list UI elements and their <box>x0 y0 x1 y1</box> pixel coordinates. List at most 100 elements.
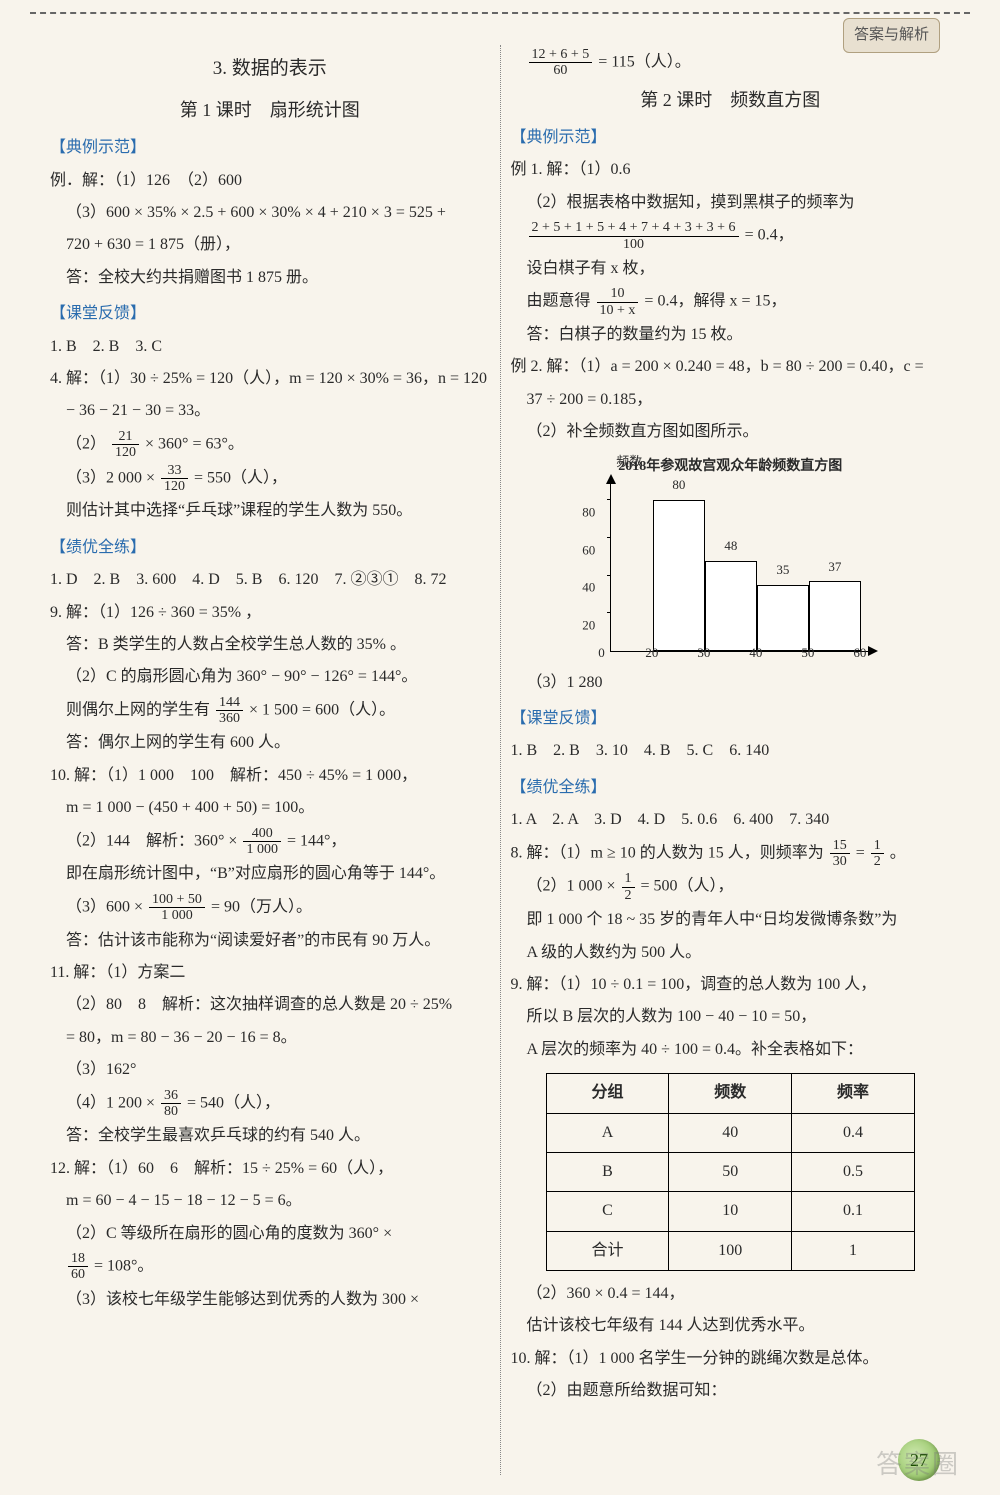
right-ex1-2a: （2）根据表格中数据知，摸到黑棋子的频率为 <box>511 188 951 218</box>
left-q12-3: （3）该校七年级学生能够达到优秀的人数为 300 × <box>50 1285 490 1315</box>
table-cell: A <box>546 1113 669 1152</box>
ytick: 80 <box>582 500 595 525</box>
table-header: 频数 <box>669 1074 792 1113</box>
right-q9-2b: 估计该校七年级有 144 人达到优秀水平。 <box>511 1311 951 1341</box>
table-row: C100.1 <box>546 1192 914 1231</box>
right-ex1-2frac: 2 + 5 + 1 + 5 + 4 + 7 + 4 + 3 + 3 + 6100… <box>511 220 951 252</box>
left-ex-l1: 例．解：（1）126 （2）600 <box>50 166 490 196</box>
left-q4-2: （2） 21120 × 360° = 63°。 <box>50 429 490 461</box>
right-qa: 1. A 2. A 3. D 4. D 5. 0.6 6. 400 7. 340 <box>511 805 951 835</box>
xtick: 40 <box>749 641 762 666</box>
right-ex2-1: 例 2. 解：（1）a = 200 × 0.240 = 48，b = 80 ÷ … <box>511 352 951 382</box>
table-cell: B <box>546 1152 669 1191</box>
left-q4-4: 则估计其中选择“乒乓球”课程的学生人数为 550。 <box>50 496 490 526</box>
left-sec1: 【典例示范】 <box>50 133 490 163</box>
table-cell: 1 <box>792 1231 915 1270</box>
left-q9-2: （2）C 的扇形圆心角为 360° − 90° − 126° = 144°。 <box>50 662 490 692</box>
right-sec2: 【课堂反馈】 <box>511 704 951 734</box>
bar-label: 35 <box>776 558 789 583</box>
right-q8-2c: A 级的人数约为 500 人。 <box>511 938 951 968</box>
table-cell: 100 <box>669 1231 792 1270</box>
left-qa1: 1. D 2. B 3. 600 4. D 5. B 6. 120 7. ②③①… <box>50 565 490 595</box>
x-arrow-icon <box>868 646 878 656</box>
left-q11-3: （3）162° <box>50 1055 490 1085</box>
chart-origin: 0 <box>598 641 605 666</box>
right-sec1: 【典例示范】 <box>511 123 951 153</box>
table-header: 分组 <box>546 1074 669 1113</box>
table-header: 频率 <box>792 1074 915 1113</box>
left-q9-1b: 答：B 类学生的人数占全校学生总人数的 35% 。 <box>50 630 490 660</box>
ytick: 60 <box>582 538 595 563</box>
table-cell: 0.5 <box>792 1152 915 1191</box>
left-ex-l3: 答：全校大约共捐赠图书 1 875 册。 <box>50 263 490 293</box>
xtick: 30 <box>697 641 710 666</box>
table-cell: 0.4 <box>792 1113 915 1152</box>
chart-ylabel: 频数 <box>616 450 642 475</box>
right-q9-1b: 所以 B 层次的人数为 100 − 40 − 10 = 50， <box>511 1002 951 1032</box>
right-ex1-1: 例 1. 解：（1）0.6 <box>511 155 951 185</box>
left-q11-2: （2）80 8 解析：这次抽样调查的总人数是 20 ÷ 25% <box>50 990 490 1020</box>
right-title-sub: 第 2 课时 频数直方图 <box>511 83 951 117</box>
watermark: 答案圈 <box>876 1440 960 1489</box>
table-cell: 50 <box>669 1152 792 1191</box>
right-q8-2b: 即 1 000 个 18 ~ 35 岁的青年人中“日均发微博条数”为 <box>511 905 951 935</box>
left-ex-l2b: 720 + 630 = 1 875（册）， <box>50 230 490 260</box>
table-row: A400.4 <box>546 1113 914 1152</box>
y-arrow-icon <box>606 474 616 484</box>
frequency-table: 分组频数频率 A400.4B500.5C100.1合计1001 <box>546 1073 915 1271</box>
bar <box>705 561 757 652</box>
left-ex-l2a: （3）600 × 35% × 2.5 + 600 × 30% × 4 + 210… <box>50 198 490 228</box>
left-fb1: 1. B 2. B 3. C <box>50 332 490 362</box>
xtick: 60 <box>853 641 866 666</box>
right-ex1-2d: 答：白棋子的数量约为 15 枚。 <box>511 320 951 350</box>
right-top-frac: 12 + 6 + 560 = 115（人）。 <box>511 47 951 79</box>
table-cell: 合计 <box>546 1231 669 1270</box>
table-cell: C <box>546 1192 669 1231</box>
xtick: 50 <box>801 641 814 666</box>
top-border <box>30 12 970 14</box>
left-title-sub: 第 1 课时 扇形统计图 <box>50 93 490 127</box>
content: 3. 数据的表示 第 1 课时 扇形统计图 【典例示范】 例．解：（1）126 … <box>40 45 960 1475</box>
right-q10-1: 10. 解：（1）1 000 名学生一分钟的跳绳次数是总体。 <box>511 1344 951 1374</box>
left-q9-2b: 则偶尔上网的学生有 144360 × 1 500 = 600（人）。 <box>50 695 490 727</box>
ytick: 40 <box>582 576 595 601</box>
right-sec3: 【绩优全练】 <box>511 773 951 803</box>
left-q11-4b: 答：全校学生最喜欢乒乓球的约有 540 人。 <box>50 1121 490 1151</box>
left-q12-1: 12. 解：（1）60 6 解析：15 ÷ 25% = 60（人）， <box>50 1154 490 1184</box>
left-title-main: 3. 数据的表示 <box>50 51 490 87</box>
left-q10-1: 10. 解：（1）1 000 100 解析：450 ÷ 45% = 1 000， <box>50 761 490 791</box>
table-row: 合计1001 <box>546 1231 914 1270</box>
left-q10-1b: m = 1 000 − (450 + 400 + 50) = 100。 <box>50 793 490 823</box>
bar-label: 48 <box>724 534 737 559</box>
right-q8-2: （2）1 000 × 12 = 500（人）， <box>511 871 951 903</box>
right-q10-2: （2）由题意所给数据可知： <box>511 1376 951 1406</box>
left-q11-4: （4）1 200 × 3680 = 540（人）， <box>50 1088 490 1120</box>
left-sec2: 【课堂反馈】 <box>50 299 490 329</box>
left-column: 3. 数据的表示 第 1 课时 扇形统计图 【典例示范】 例．解：（1）126 … <box>40 45 500 1475</box>
left-q11-2b: = 80，m = 80 − 36 − 20 − 16 = 8。 <box>50 1023 490 1053</box>
xtick: 20 <box>645 641 658 666</box>
right-ex2-3: （3）1 280 <box>511 668 951 698</box>
left-q9-2c: 答：偶尔上网的学生有 600 人。 <box>50 728 490 758</box>
table-row: B500.5 <box>546 1152 914 1191</box>
right-fb: 1. B 2. B 3. 10 4. B 5. C 6. 140 <box>511 736 951 766</box>
right-column: 12 + 6 + 560 = 115（人）。 第 2 课时 频数直方图 【典例示… <box>501 45 961 1475</box>
left-q10-3b: 答：估计该市能称为“阅读爱好者”的市民有 90 万人。 <box>50 926 490 956</box>
table-cell: 0.1 <box>792 1192 915 1231</box>
left-sec3: 【绩优全练】 <box>50 533 490 563</box>
left-q11-1: 11. 解：（1）方案二 <box>50 958 490 988</box>
left-q4-1b: − 36 − 21 − 30 = 33。 <box>50 396 490 426</box>
ytick: 20 <box>582 614 595 639</box>
left-q4-1: 4. 解：（1）30 ÷ 25% = 120（人），m = 120 × 30% … <box>50 364 490 394</box>
left-q9-1: 9. 解：（1）126 ÷ 360 = 35% ， <box>50 598 490 628</box>
left-q10-2: （2）144 解析：360° × 4001 000 = 144°， <box>50 826 490 858</box>
right-ex1-2c: 由题意得 1010 + x = 0.4，解得 x = 15， <box>511 286 951 318</box>
right-ex1-2b: 设白棋子有 x 枚， <box>511 254 951 284</box>
right-q9-1: 9. 解：（1）10 ÷ 0.1 = 100，调查的总人数为 100 人， <box>511 970 951 1000</box>
table-cell: 40 <box>669 1113 792 1152</box>
left-q12-2b: 1860 = 108°。 <box>50 1251 490 1283</box>
right-q9-1c: A 层次的频率为 40 ÷ 100 = 0.4。补全表格如下： <box>511 1035 951 1065</box>
right-ex2-1b: 37 ÷ 200 = 0.185， <box>511 385 951 415</box>
left-q4-3: （3）2 000 × 33120 = 550（人）， <box>50 463 490 495</box>
bar-label: 37 <box>828 555 841 580</box>
